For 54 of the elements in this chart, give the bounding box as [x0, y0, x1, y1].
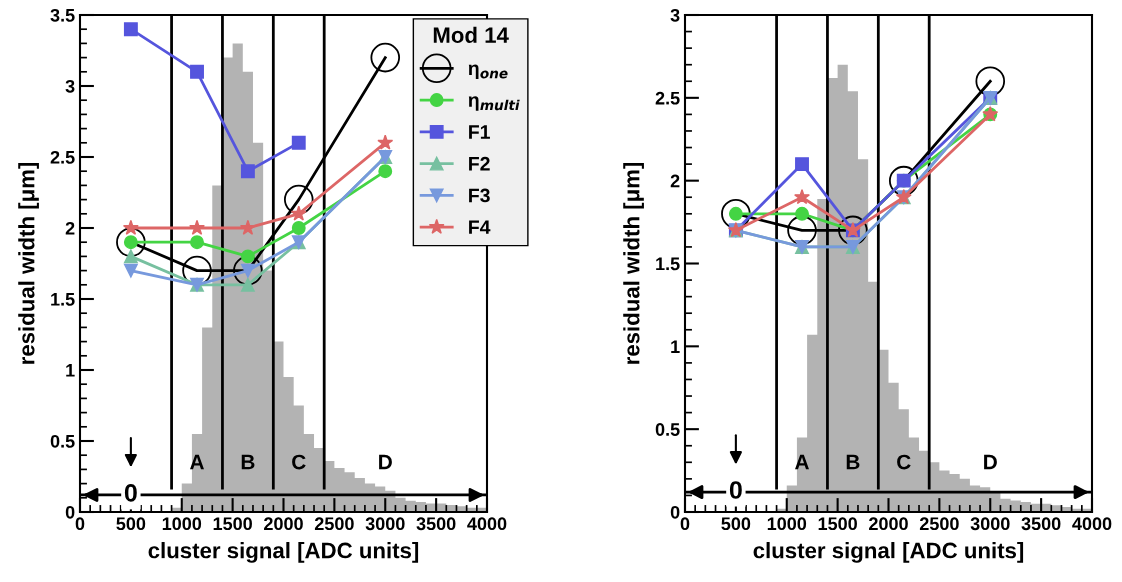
- annotation: D: [379, 454, 392, 470]
- x-tick-label: 500: [116, 517, 146, 531]
- x-tick-label: 4000: [1072, 517, 1112, 531]
- legend-label: η$_{multi}$: [468, 96, 520, 111]
- x-tick-label: 2000: [264, 517, 303, 531]
- x-axis-title: cluster signal [ADC units]: [148, 542, 419, 563]
- annotation: A: [795, 454, 809, 470]
- legend-title: Mod 14: [433, 26, 509, 43]
- x-tick-label: 4000: [467, 517, 507, 531]
- x-tick-label: 2000: [869, 517, 908, 531]
- x-tick-label: 1000: [162, 517, 202, 531]
- x-tick-label: 3000: [970, 517, 1010, 531]
- y-tick-label: 0.5: [655, 423, 680, 436]
- x-tick-label: 0: [75, 517, 85, 531]
- y-tick-label: 2: [670, 174, 680, 188]
- x-tick-label: 3500: [1021, 517, 1061, 531]
- y-tick-label: 2: [65, 221, 75, 235]
- x-tick-label: 1500: [818, 517, 857, 531]
- y-tick-label: 2.5: [50, 150, 75, 164]
- y-tick-label: 0: [65, 505, 75, 519]
- annotation: C: [897, 454, 911, 470]
- annotation: A: [190, 454, 204, 470]
- y-tick-label: 3: [670, 8, 680, 22]
- y-tick-label: 2.5: [655, 91, 680, 105]
- y-axis-title: residual width [μm]: [623, 162, 644, 364]
- legend-label: η$_{one}$: [468, 64, 508, 80]
- legend-label: F3: [469, 188, 490, 203]
- y-tick-label: 0.5: [50, 434, 75, 448]
- legend-label: F2: [469, 156, 490, 171]
- y-tick-label: 1.5: [51, 293, 75, 306]
- x-axis-title: cluster signal [ADC units]: [753, 542, 1024, 563]
- y-tick-label: 1: [671, 340, 680, 353]
- y-axis-title: residual width [μm]: [18, 162, 39, 364]
- x-tick-label: 500: [721, 517, 751, 531]
- x-tick-label: 0: [680, 517, 690, 531]
- legend-label: F1: [469, 125, 490, 139]
- annotation: C: [292, 454, 306, 470]
- legend-label: F4: [469, 220, 491, 234]
- annotation: B: [846, 454, 860, 470]
- y-tick-label: 1.5: [656, 257, 680, 271]
- ref-line-label: 0: [124, 483, 137, 502]
- y-tick-label: 1: [66, 364, 75, 377]
- y-tick-label: 3.5: [50, 8, 75, 22]
- x-tick-label: 2500: [314, 517, 354, 531]
- x-tick-label: 3000: [365, 517, 405, 531]
- annotation: D: [984, 454, 997, 470]
- x-tick-label: 3500: [416, 517, 456, 531]
- x-tick-label: 1000: [767, 517, 807, 531]
- x-tick-label: 2500: [919, 517, 959, 531]
- y-tick-label: 3: [65, 79, 75, 93]
- ref-line-label: 0: [729, 481, 742, 499]
- x-tick-label: 1500: [213, 517, 252, 531]
- y-tick-label: 0: [670, 505, 680, 519]
- annotation: B: [241, 454, 255, 470]
